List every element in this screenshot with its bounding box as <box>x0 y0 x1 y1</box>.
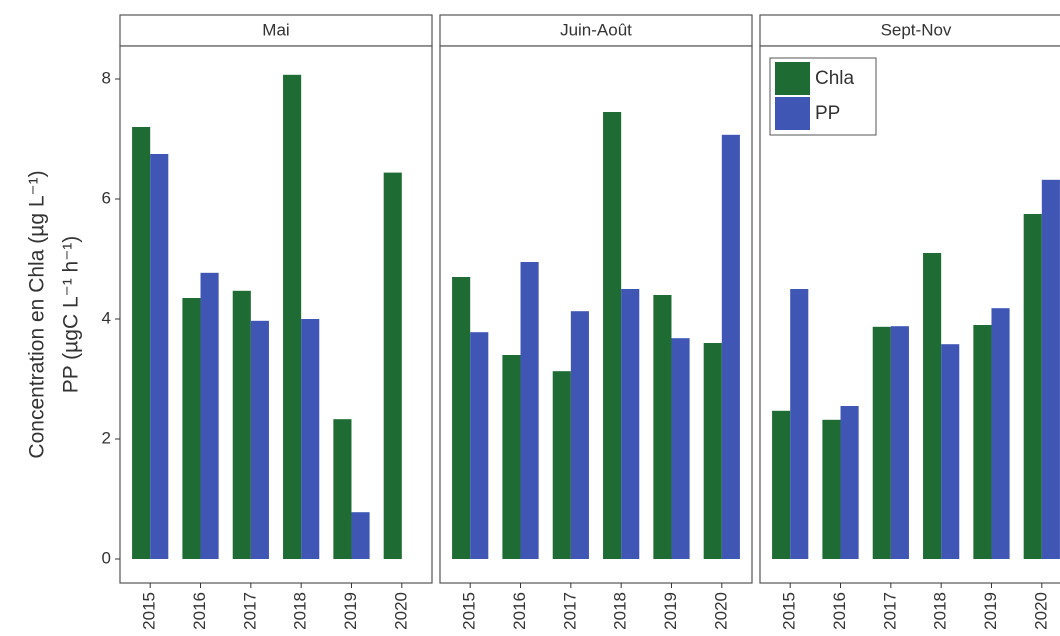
bar <box>132 127 151 559</box>
facet-title: Mai <box>262 20 289 39</box>
legend-swatch <box>775 97 810 130</box>
legend-swatch <box>775 62 810 95</box>
bar <box>973 325 992 559</box>
facet-title: Juin-Août <box>560 20 632 39</box>
x-tick-label: 2020 <box>711 592 730 630</box>
bar <box>822 419 841 559</box>
bar <box>301 319 320 559</box>
x-tick-label: 2016 <box>510 592 529 630</box>
bar <box>351 512 370 559</box>
facet-strip <box>759 14 1060 47</box>
y-tick-label: 0 <box>102 548 111 567</box>
bar <box>1041 179 1060 560</box>
y-tick-label: 6 <box>102 188 111 207</box>
bar <box>721 134 740 560</box>
x-tick-label: 2015 <box>460 592 479 630</box>
bar <box>333 419 352 559</box>
bar <box>200 272 219 559</box>
x-tick-label: 2015 <box>780 592 799 630</box>
x-tick-label: 2017 <box>880 592 899 630</box>
bar <box>383 172 402 559</box>
x-tick-label: 2019 <box>981 592 1000 630</box>
bar <box>703 343 722 559</box>
legend-label: PP <box>815 103 840 124</box>
x-tick-label: 2016 <box>830 592 849 630</box>
x-tick-label: 2019 <box>341 592 360 630</box>
x-tick-label: 2018 <box>611 592 630 630</box>
x-tick-label: 2015 <box>140 592 159 630</box>
y-tick-label: 2 <box>102 428 111 447</box>
x-tick-label: 2017 <box>240 592 259 630</box>
bar <box>150 154 169 559</box>
bar <box>653 295 672 559</box>
x-tick-label: 2019 <box>661 592 680 630</box>
x-tick-label: 2017 <box>560 592 579 630</box>
bar <box>790 289 809 559</box>
x-tick-label: 2018 <box>931 592 950 630</box>
x-tick-label: 2020 <box>391 592 410 630</box>
bar <box>502 355 521 559</box>
panel <box>439 45 753 584</box>
bar <box>283 74 302 560</box>
y-axis-label: Concentration en Chla (µg L⁻¹) <box>26 170 49 458</box>
x-tick-label: 2018 <box>291 592 310 630</box>
facet-strip <box>439 14 753 47</box>
y-axis-label: PP (µgC L⁻¹ h⁻¹) <box>60 236 83 394</box>
bar <box>772 410 791 559</box>
bar <box>603 112 622 559</box>
bar <box>232 290 251 559</box>
bar <box>570 311 589 559</box>
bar <box>452 277 471 559</box>
bar <box>621 289 640 559</box>
bar <box>250 320 269 559</box>
bar <box>840 406 859 559</box>
bar <box>941 344 960 559</box>
x-tick-label: 2020 <box>1031 592 1050 630</box>
facet-title: Sept-Nov <box>881 20 952 39</box>
bar <box>991 308 1010 559</box>
x-tick-label: 2016 <box>190 592 209 630</box>
bar <box>890 326 909 559</box>
bar <box>671 338 690 559</box>
bar <box>1023 214 1042 559</box>
panel <box>119 45 433 584</box>
legend-label: Chla <box>815 68 855 89</box>
y-tick-label: 8 <box>102 68 111 87</box>
bar <box>470 332 489 559</box>
bar <box>552 371 571 559</box>
bar <box>182 298 201 559</box>
y-tick-label: 4 <box>102 308 111 327</box>
facet-strip <box>119 14 433 47</box>
bar <box>520 262 539 559</box>
bar <box>872 326 891 559</box>
bar <box>923 253 942 559</box>
